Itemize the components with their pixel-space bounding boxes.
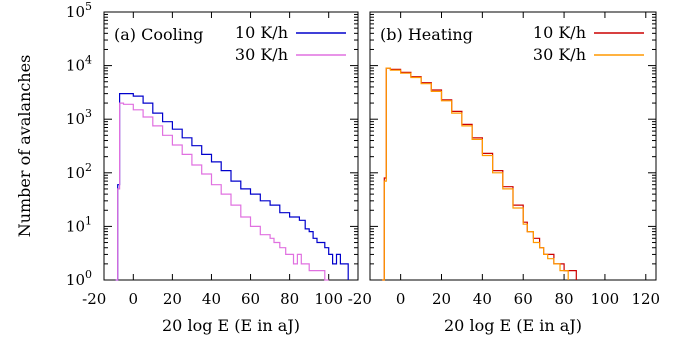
panel-a-y-tick-label: 104 [66, 54, 92, 75]
panel-a-x-tick-label: 40 [202, 290, 221, 308]
panel-a-legend-label: 30 K/h [235, 45, 288, 64]
panel-a-x-tick-label: 60 [241, 290, 260, 308]
panel-b-plot-frame [369, 11, 657, 281]
panel-a-y-tick-label: 101 [66, 214, 92, 235]
panel-a-x-axis-title: 20 log E (E in aJ) [162, 316, 300, 335]
panel-a-y-axis-title: Number of avalanches [15, 55, 34, 238]
panel-a-plot-frame [103, 11, 359, 281]
panel-b-x-tick-label: 100 [591, 290, 620, 308]
panel-a-y-tick-label: 102 [66, 161, 92, 182]
panel-a-x-tick-label: -20 [82, 290, 106, 308]
panel-b-title: (b) Heating [380, 25, 473, 44]
panel-b-x-axis-title: 20 log E (E in aJ) [444, 316, 582, 335]
panel-a-y-tick-label: 100 [66, 268, 92, 289]
panel-a-x-tick-label: 0 [129, 290, 139, 308]
panel-a-series-30kh-line [115, 102, 329, 281]
panel-a-legend-label: 10 K/h [235, 23, 288, 42]
panel-b-series-30kh-line [382, 67, 569, 281]
panel-a-x-tick-label: 100 [314, 290, 343, 308]
panel-a-series-10kh-line [115, 93, 349, 281]
panel-a-x-tick-label: 20 [163, 290, 182, 308]
panel-b-x-tick-label: 80 [555, 290, 574, 308]
panel-a-x-tick-label: 80 [280, 290, 299, 308]
panel-b-x-tick-label: -20 [348, 290, 372, 308]
panel-a-title: (a) Cooling [114, 25, 203, 44]
panel-b-series-10kh-line [382, 67, 577, 281]
panel-b-legend-label: 10 K/h [533, 23, 586, 42]
panel-b-legend-label: 30 K/h [533, 45, 586, 64]
panel-a-y-tick-label: 105 [66, 0, 92, 21]
panel-b-x-tick-label: 40 [473, 290, 492, 308]
panel-a-y-tick-label: 103 [66, 107, 92, 128]
panel-b-x-tick-label: 60 [514, 290, 533, 308]
panel-b-x-tick-label: 0 [396, 290, 406, 308]
panel-b-x-tick-label: 20 [432, 290, 451, 308]
panel-b-x-tick-label: 120 [631, 290, 660, 308]
